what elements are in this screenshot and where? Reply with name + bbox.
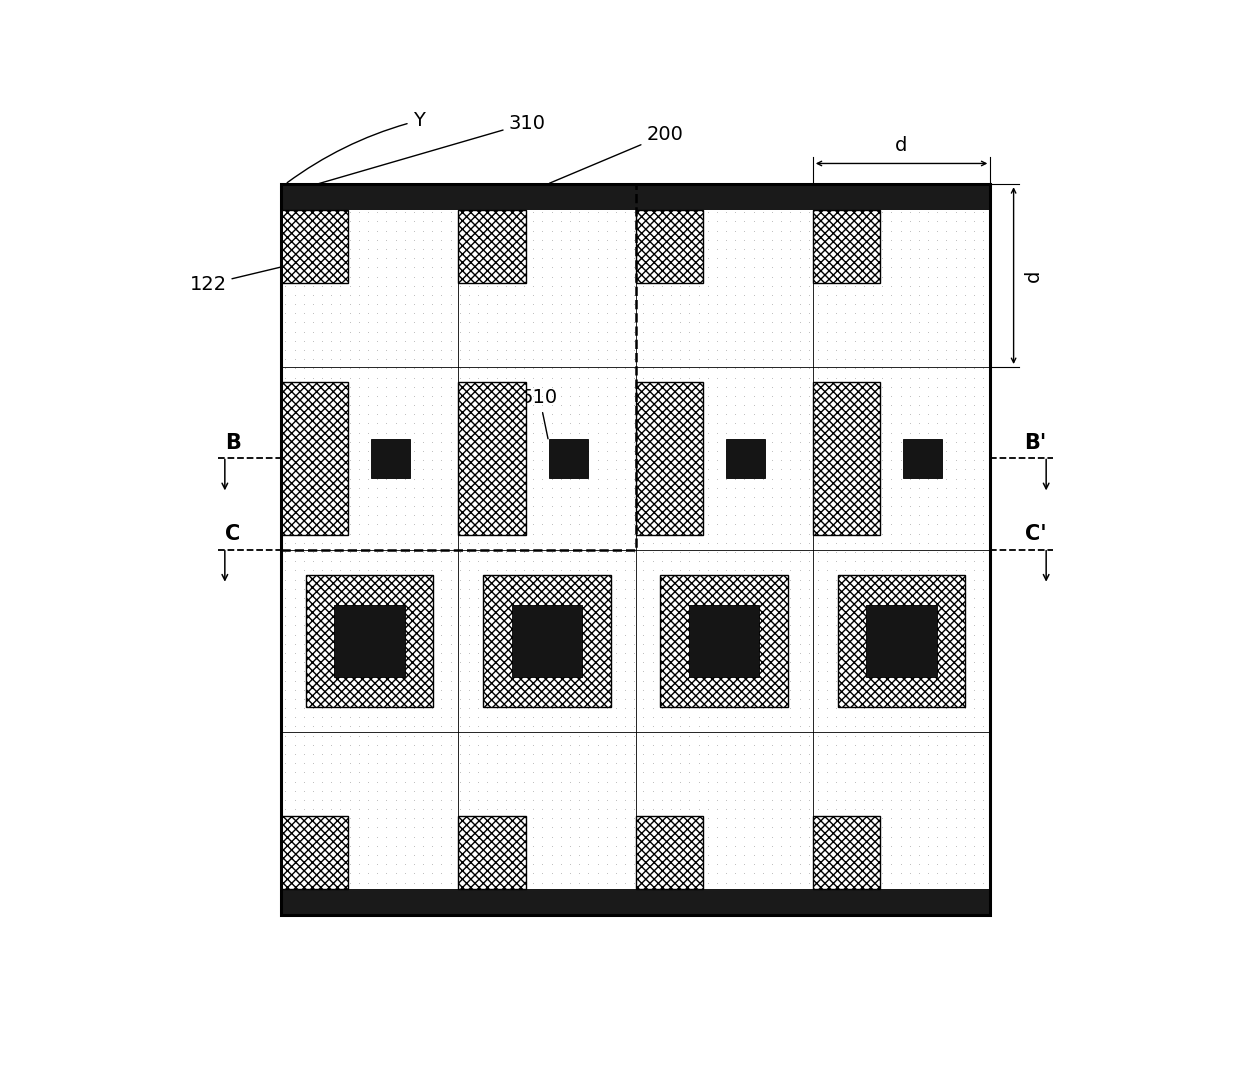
Bar [482,576,610,707]
Bar [280,184,991,915]
Bar [813,382,880,534]
Text: C': C' [1024,525,1047,544]
Bar [689,605,759,676]
Bar [305,576,433,707]
Bar [903,439,942,478]
Bar [458,816,526,889]
Text: Y: Y [288,111,424,183]
Text: d: d [1024,270,1043,282]
Bar [661,576,789,707]
Bar [280,210,348,283]
Bar [867,605,936,676]
Text: 200: 200 [549,126,683,183]
Bar [635,210,703,283]
Text: 510: 510 [521,388,558,439]
Bar [838,576,966,707]
Bar [280,184,635,550]
Bar [371,439,410,478]
Text: 122: 122 [190,267,280,294]
Text: d: d [895,137,908,155]
Bar [813,210,880,283]
Bar [458,210,526,283]
Text: C: C [224,525,241,544]
Text: B: B [224,434,241,453]
Text: B': B' [1024,434,1047,453]
Bar [280,889,991,915]
Bar [548,439,588,478]
Bar [813,816,880,889]
Bar [725,439,765,478]
Bar [635,816,703,889]
Bar [280,816,348,889]
Bar [280,184,991,210]
Text: 310: 310 [319,114,546,183]
Bar [458,382,526,534]
Bar [335,605,404,676]
Bar [280,184,991,915]
Bar [635,382,703,534]
Bar [280,382,348,534]
Bar [512,605,582,676]
